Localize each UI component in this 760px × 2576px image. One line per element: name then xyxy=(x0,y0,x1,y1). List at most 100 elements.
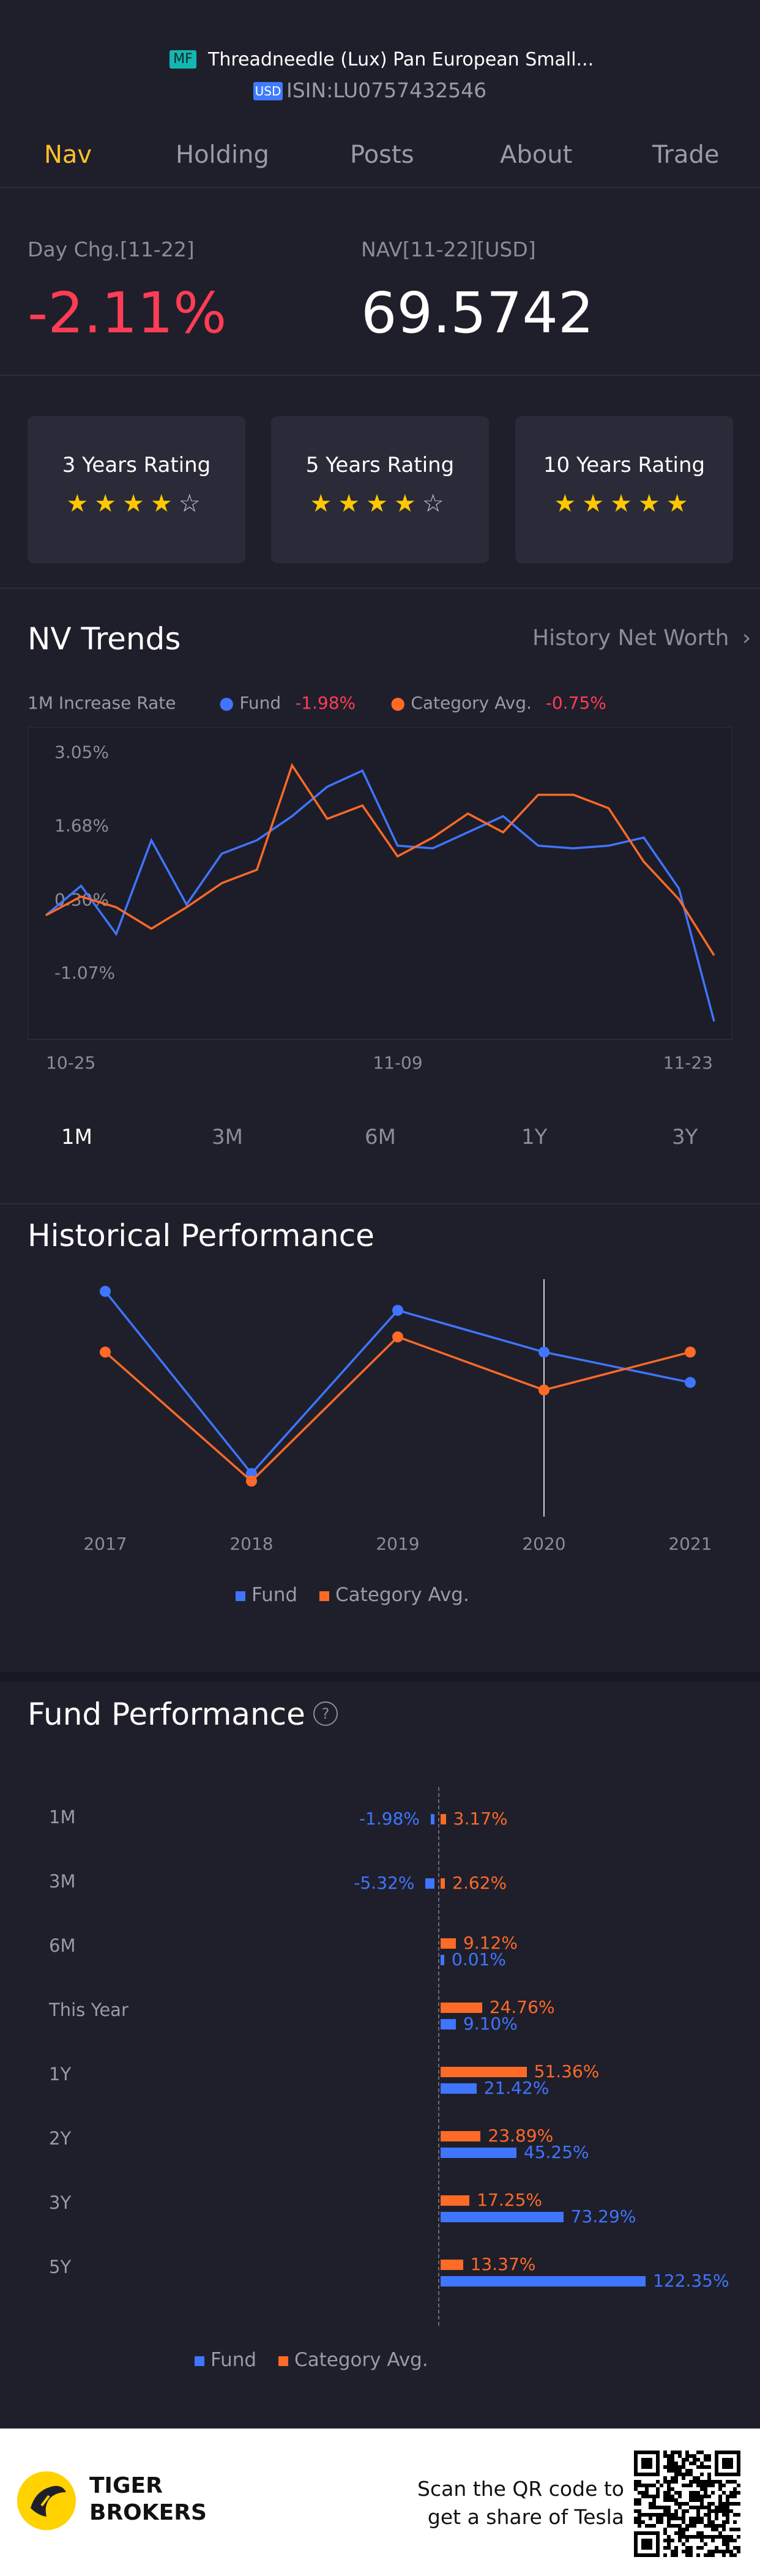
category-value-label: 2.62% xyxy=(452,1873,507,1893)
nav-label: NAV[11-22][USD] xyxy=(361,237,536,261)
historical-performance-chart[interactable]: 2017 2018 2019 2020 2021 xyxy=(0,1273,760,1561)
fund-value-label: 73.29% xyxy=(570,2206,636,2227)
divider xyxy=(0,375,760,376)
fund-bar[interactable] xyxy=(441,2212,564,2222)
period-label: 5Y xyxy=(49,2257,72,2277)
divider xyxy=(0,187,760,188)
fund-bar[interactable] xyxy=(425,1878,434,1889)
data-point[interactable] xyxy=(246,1468,257,1479)
star-rating: ★★★★☆ xyxy=(271,490,489,518)
star-empty-icon: ☆ xyxy=(422,490,450,518)
category-value-label: 24.76% xyxy=(489,1997,555,2017)
data-point[interactable] xyxy=(538,1346,550,1358)
tab-trade[interactable]: Trade xyxy=(652,141,720,169)
category-value-label: 51.36% xyxy=(534,2061,600,2081)
range-1y[interactable]: 1Y xyxy=(521,1125,548,1149)
range-3m[interactable]: 3M xyxy=(212,1125,243,1149)
divider xyxy=(0,1203,760,1204)
fund-performance-legend: Fund Category Avg. xyxy=(195,2349,428,2371)
fund-value-label: 122.35% xyxy=(653,2271,729,2291)
nv-trends-chart[interactable]: 3.05%1.68%0.30%-1.07%10-25 11-09 11-23 xyxy=(28,727,732,1076)
footer-banner: TIGER BROKERS Scan the QR code to get a … xyxy=(0,2429,760,2576)
chevron-right-icon: › xyxy=(742,625,751,651)
cta-line-1: Scan the QR code to xyxy=(417,2477,624,2501)
star-filled-icon: ★ xyxy=(66,490,95,518)
fund-value-label: -5.32% xyxy=(354,1873,415,1893)
data-point[interactable] xyxy=(685,1346,696,1358)
fund-bar[interactable] xyxy=(441,1955,444,1965)
category-bar[interactable] xyxy=(441,2260,463,2270)
data-point[interactable] xyxy=(100,1286,111,1297)
star-empty-icon: ☆ xyxy=(178,490,207,518)
star-rating: ★★★★☆ xyxy=(28,490,245,518)
period-label: 3Y xyxy=(49,2192,72,2213)
legend-square-icon xyxy=(278,2356,288,2366)
x-tick-label: 2018 xyxy=(229,1534,273,1554)
category-bar[interactable] xyxy=(441,2003,482,2013)
tab-holding[interactable]: Holding xyxy=(176,141,269,169)
fund-bar[interactable] xyxy=(441,2148,516,2158)
star-filled-icon: ★ xyxy=(582,490,611,518)
category-bar[interactable] xyxy=(441,1878,445,1889)
data-point[interactable] xyxy=(100,1346,111,1358)
historical-performance-title: Historical Performance xyxy=(28,1218,374,1253)
fund-series-line xyxy=(104,1290,691,1476)
star-filled-icon: ★ xyxy=(366,490,394,518)
category-bar[interactable] xyxy=(441,2131,481,2141)
legend-category-value: -0.75% xyxy=(545,693,606,713)
legend-category-label: Category Avg. xyxy=(411,693,532,713)
x-tick-label: 2021 xyxy=(668,1534,712,1554)
data-point[interactable] xyxy=(246,1476,257,1487)
legend-category: ● Category Avg. -0.75% xyxy=(390,693,606,713)
y-tick-label: 3.05% xyxy=(54,742,109,763)
category-bar[interactable] xyxy=(441,1938,456,1949)
fund-performance-title: Fund Performance xyxy=(28,1697,305,1732)
data-point[interactable] xyxy=(392,1331,403,1343)
history-net-worth-link[interactable]: History Net Worth › xyxy=(532,625,751,651)
fund-series-line xyxy=(45,769,715,1022)
fund-value-label: -1.98% xyxy=(359,1809,420,1829)
star-filled-icon: ★ xyxy=(554,490,583,518)
increase-rate-label: 1M Increase Rate xyxy=(28,693,176,713)
category-bar[interactable] xyxy=(441,1814,446,1824)
category-bar[interactable] xyxy=(441,2067,527,2077)
tab-posts[interactable]: Posts xyxy=(350,141,414,169)
period-label: 1Y xyxy=(49,2064,72,2085)
range-6m[interactable]: 6M xyxy=(365,1125,396,1149)
nv-trends-title: NV Trends xyxy=(28,621,181,657)
plot-area xyxy=(28,727,732,1040)
star-rating: ★★★★★ xyxy=(515,490,733,518)
period-label: 3M xyxy=(49,1871,76,1892)
data-point[interactable] xyxy=(392,1305,403,1316)
dot-icon: ● xyxy=(219,693,234,713)
star-filled-icon: ★ xyxy=(610,490,638,518)
fund-bar[interactable] xyxy=(441,2083,477,2094)
rating-title: 5 Years Rating xyxy=(305,453,455,477)
x-tick-label: 2020 xyxy=(522,1534,565,1554)
data-point[interactable] xyxy=(538,1384,550,1396)
fund-bar[interactable] xyxy=(431,1814,434,1824)
legend-fund-label: Fund xyxy=(251,1584,298,1606)
cta-text: Scan the QR code to get a share of Tesla xyxy=(416,2475,624,2531)
category-bar[interactable] xyxy=(441,2195,470,2206)
star-filled-icon: ★ xyxy=(666,490,695,518)
tiger-logo-icon xyxy=(17,2471,76,2530)
range-3y[interactable]: 3Y xyxy=(672,1125,698,1149)
brand-name: TIGER BROKERS xyxy=(89,2473,207,2526)
range-1m[interactable]: 1M xyxy=(61,1125,92,1149)
tab-about[interactable]: About xyxy=(500,141,573,169)
period-label: 6M xyxy=(49,1935,76,1956)
fund-value-label: 9.10% xyxy=(463,2014,518,2034)
category-value-label: 3.17% xyxy=(453,1809,508,1829)
tab-nav[interactable]: Nav xyxy=(44,141,92,169)
legend-square-icon xyxy=(319,1591,329,1601)
historical-legend: Fund Category Avg. xyxy=(236,1584,469,1606)
fund-performance-chart: 1M -1.98% 3.17% 3M -5.32% 2.62% 6M 9.12% 0.01% Th… xyxy=(0,1763,760,2326)
data-point[interactable] xyxy=(685,1376,696,1388)
fund-bar[interactable] xyxy=(441,2276,646,2287)
help-icon[interactable]: ? xyxy=(313,1701,338,1726)
period-label: 1M xyxy=(49,1807,76,1827)
legend-fund: ● Fund -1.98% xyxy=(219,693,356,713)
qr-code[interactable] xyxy=(634,2451,740,2557)
fund-bar[interactable] xyxy=(441,2019,456,2029)
